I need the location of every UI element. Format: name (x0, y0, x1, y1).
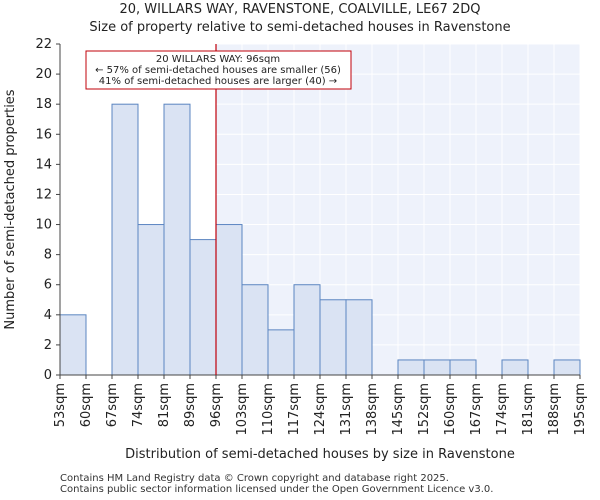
bar (267, 329, 295, 376)
bar (397, 359, 425, 376)
x-tick-label: 145sqm (391, 383, 406, 436)
x-tick-label: 188sqm (547, 383, 562, 436)
annotation-line: 20 WILLARS WAY: 96sqm (156, 54, 280, 65)
y-tick-label: 22 (35, 37, 52, 52)
x-tick-label: 60sqm (79, 383, 94, 427)
x-tick-label: 174sqm (495, 383, 510, 436)
annotation-box (85, 50, 352, 90)
y-tick-label: 20 (35, 67, 52, 82)
bar (215, 224, 243, 376)
footer-licence: Contains public sector information licen… (60, 484, 494, 495)
bar (449, 359, 477, 376)
bar (137, 224, 165, 376)
bar (553, 359, 581, 376)
x-tick-label: 138sqm (365, 383, 380, 436)
y-tick-label: 6 (44, 278, 52, 293)
x-tick-label: 74sqm (131, 383, 146, 427)
x-tick-label: 103sqm (235, 383, 250, 436)
y-tick-label: 14 (35, 157, 52, 172)
chart-title: 20, WILLARS WAY, RAVENSTONE, COALVILLE, … (119, 2, 481, 17)
x-tick-label: 96sqm (209, 383, 224, 427)
footer-copyright: Contains HM Land Registry data © Crown c… (60, 473, 449, 484)
bar (501, 359, 529, 376)
bar (163, 103, 191, 376)
chart-subtitle: Size of property relative to semi-detach… (89, 20, 511, 35)
y-tick-label: 16 (35, 127, 52, 142)
bar (241, 284, 269, 376)
x-tick-label: 67sqm (105, 383, 120, 427)
y-tick-label: 10 (35, 218, 52, 233)
y-tick-label: 4 (44, 308, 52, 323)
x-tick-label: 124sqm (313, 383, 328, 436)
bar (293, 284, 321, 376)
y-tick-label: 18 (35, 97, 52, 112)
x-tick-label: 81sqm (157, 383, 172, 427)
x-tick-label: 110sqm (261, 383, 276, 436)
x-axis-title: Distribution of semi-detached houses by … (125, 447, 515, 462)
bar (319, 299, 347, 376)
y-axis-title: Number of semi-detached properties (3, 89, 18, 329)
x-tick-label: 181sqm (521, 383, 536, 436)
annotation-line: 41% of semi-detached houses are larger (… (99, 76, 337, 87)
y-tick-label: 8 (44, 248, 52, 263)
y-tick-label: 12 (35, 187, 52, 202)
x-tick-label: 117sqm (287, 383, 302, 436)
x-tick-label: 53sqm (53, 383, 68, 427)
bar (189, 239, 217, 376)
y-tick-label: 2 (44, 338, 52, 353)
x-tick-label: 195sqm (573, 383, 588, 436)
bar (59, 314, 87, 376)
x-tick-label: 160sqm (443, 383, 458, 436)
x-tick-label: 89sqm (183, 383, 198, 427)
x-tick-label: 167sqm (469, 383, 484, 436)
bar (423, 359, 451, 376)
bar (345, 299, 373, 376)
y-tick-label: 0 (44, 368, 52, 383)
x-tick-label: 152sqm (417, 383, 432, 436)
bar (111, 103, 139, 376)
annotation-line: ← 57% of semi-detached houses are smalle… (95, 65, 341, 76)
x-tick-label: 131sqm (339, 383, 354, 436)
